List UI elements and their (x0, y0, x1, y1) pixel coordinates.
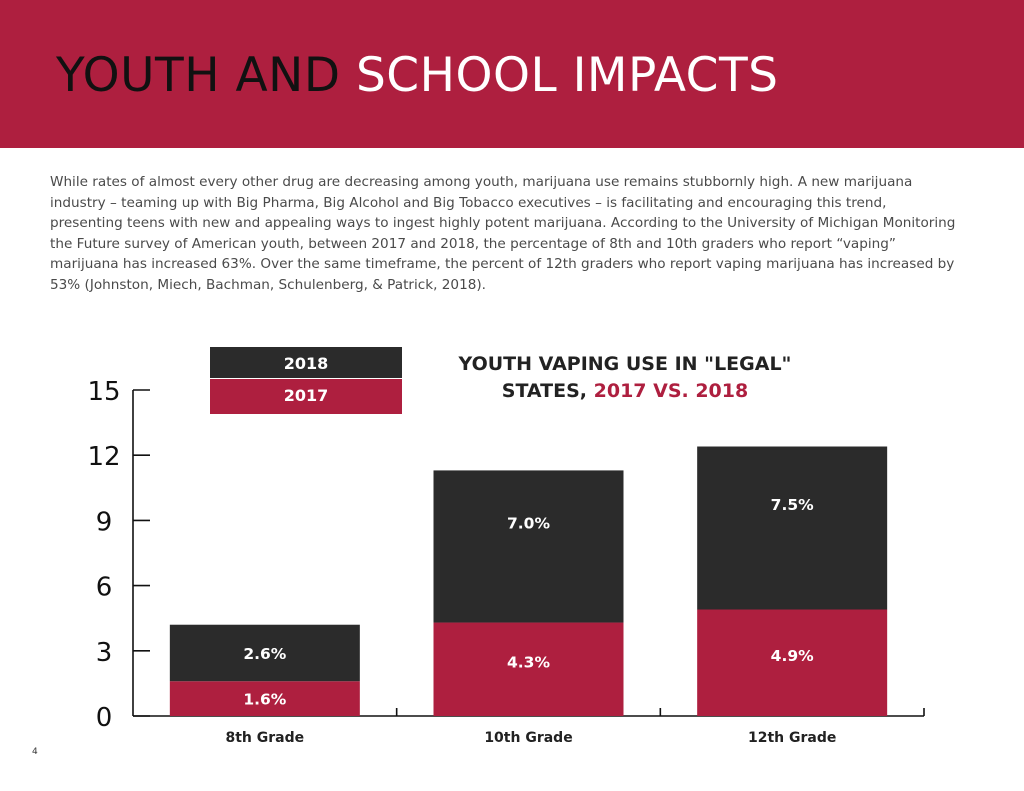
y-tick-label: 12 (87, 442, 120, 472)
chart-title-prefix: STATES, (502, 380, 594, 402)
x-category-label: 12th Grade (748, 730, 836, 746)
chart-title-line1: YOUTH VAPING USE IN "LEGAL" (458, 353, 792, 375)
y-tick-label: 15 (87, 377, 120, 407)
legend-label-2018: 2018 (284, 354, 329, 373)
legend-swatch-2017 (210, 379, 402, 414)
header-banner: YOUTH AND SCHOOL IMPACTS (0, 0, 1024, 148)
y-tick-label: 0 (96, 703, 113, 733)
page-number: 4 (32, 747, 38, 757)
bar-2017-1 (169, 681, 360, 716)
y-tick-label: 3 (96, 638, 113, 668)
title-part-dark: YOUTH AND (56, 48, 356, 103)
bar-2018-1 (169, 624, 360, 682)
data-label-2017-1: 1.6% (243, 691, 286, 709)
page-title: YOUTH AND SCHOOL IMPACTS (56, 48, 779, 104)
data-label-2018-2: 7.0% (507, 514, 550, 532)
bar-2018-2 (433, 470, 624, 623)
data-label-2018-1: 2.6% (243, 645, 286, 663)
title-part-light: SCHOOL IMPACTS (355, 48, 779, 103)
legend-label-2017: 2017 (284, 386, 329, 405)
chart-title-highlight: 2017 VS. 2018 (594, 380, 749, 402)
intro-paragraph: While rates of almost every other drug a… (50, 174, 956, 293)
chart-title-line2: STATES, 2017 VS. 2018 (502, 380, 748, 402)
data-label-2017-2: 4.3% (507, 653, 550, 671)
data-label-2018-3: 7.5% (771, 496, 814, 514)
y-tick-label: 9 (96, 507, 113, 537)
bar-2017-2 (433, 622, 624, 716)
bar-2017-3 (697, 609, 888, 716)
x-category-label: 8th Grade (226, 730, 305, 746)
y-tick-label: 6 (96, 573, 113, 603)
bar-2018-3 (697, 446, 888, 610)
x-category-label: 10th Grade (484, 730, 572, 746)
data-label-2017-3: 4.9% (771, 647, 814, 665)
legend-swatch-2018 (210, 347, 402, 378)
